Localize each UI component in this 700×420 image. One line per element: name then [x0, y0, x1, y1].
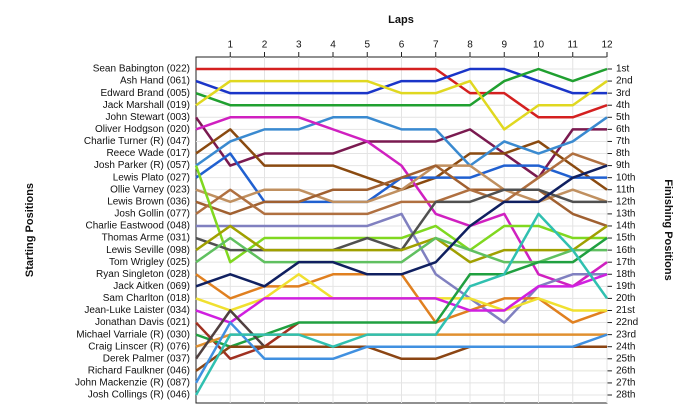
driver-label: Craig Linscer (R) (076)	[88, 341, 190, 352]
y2-tick-label: 1st	[616, 64, 630, 75]
driver-label: Lewis Seville (098)	[106, 245, 190, 256]
driver-label: Edward Brand (005)	[101, 88, 191, 99]
y2-tick-label: 19th	[616, 281, 635, 292]
y-axis-title: Starting Positions	[24, 183, 36, 277]
y2-tick-label: 3rd	[616, 88, 630, 99]
driver-line	[196, 67, 608, 119]
x-tick-label: 1	[227, 40, 233, 51]
driver-label: Ollie Varney (023)	[110, 184, 190, 195]
driver-line	[194, 165, 607, 264]
y2-tick-label: 27th	[616, 378, 635, 389]
driver-label: Jonathan Davis (021)	[95, 317, 190, 328]
driver-label: John Mackenzie (R) (087)	[75, 378, 190, 389]
x-tick-label: 7	[433, 40, 439, 51]
y2-tick-label: 9th	[616, 160, 630, 171]
x-tick-label: 10	[533, 40, 545, 51]
driver-label: Charlie Turner (R) (047)	[84, 136, 190, 147]
driver-line	[194, 321, 608, 384]
y2-tick-label: 28th	[616, 390, 635, 401]
y2-tick-label: 22nd	[616, 317, 638, 328]
driver-label: Tom Wrigley (025)	[109, 257, 190, 268]
driver-label: Michael Varriale (R) (030)	[76, 329, 190, 340]
x-tick-label: 2	[262, 40, 268, 51]
y2-tick-label: 6th	[616, 124, 630, 135]
driver-line	[194, 212, 609, 396]
driver-label: Reece Wade (017)	[106, 148, 190, 159]
y2-tick-label: 17th	[616, 257, 635, 268]
driver-label: Charlie Eastwood (048)	[86, 221, 191, 232]
driver-label: Jack Aitken (069)	[113, 281, 190, 292]
x-tick-label: 3	[296, 40, 302, 51]
driver-label: Lewis Plato (027)	[113, 172, 190, 183]
x-tick-label: 12	[601, 40, 613, 51]
driver-label: Sean Babington (022)	[93, 64, 190, 75]
y2-tick-label: 8th	[616, 148, 630, 159]
y2-tick-label: 20th	[616, 293, 635, 304]
driver-label: Josh Parker (R) (057)	[94, 160, 190, 171]
x-tick-label: 4	[330, 40, 336, 51]
y2-axis-title: Finishing Positions	[662, 179, 674, 280]
y2-tick-label: 2nd	[616, 76, 633, 87]
driver-line	[195, 152, 608, 216]
driver-label: Josh Gollin (077)	[114, 209, 190, 220]
driver-label: Thomas Arme (031)	[102, 233, 190, 244]
y2-tick-label: 7th	[616, 136, 630, 147]
driver-line	[195, 116, 608, 167]
driver-line	[195, 79, 608, 131]
driver-label: Ash Hand (061)	[120, 76, 190, 87]
driver-label: Jean-Luke Laister (034)	[84, 305, 190, 316]
x-tick-label: 6	[399, 40, 405, 51]
x-tick-label: 5	[364, 40, 370, 51]
driver-line	[195, 67, 607, 95]
driver-line	[195, 164, 608, 288]
y2-tick-label: 4th	[616, 100, 630, 111]
x-tick-label: 9	[501, 40, 507, 51]
y2-tick-label: 13th	[616, 209, 635, 220]
y2-tick-label: 12th	[616, 196, 635, 207]
x-tick-label: 8	[467, 40, 473, 51]
y2-tick-label: 18th	[616, 269, 635, 280]
driver-label: Josh Collings (R) (046)	[88, 390, 190, 401]
y2-tick-label: 26th	[616, 365, 635, 376]
y2-tick-label: 5th	[616, 112, 630, 123]
y2-tick-label: 25th	[616, 353, 635, 364]
y2-tick-label: 24th	[616, 341, 635, 352]
driver-label: John Stewart (003)	[106, 112, 191, 123]
driver-line	[195, 67, 608, 107]
y2-tick-label: 14th	[616, 221, 635, 232]
driver-label: Oliver Hodgson (020)	[95, 124, 190, 135]
x-tick-label: 11	[568, 40, 579, 51]
driver-label: Lewis Brown (036)	[107, 196, 190, 207]
y2-tick-label: 23rd	[616, 329, 636, 340]
y2-tick-label: 10th	[616, 172, 635, 183]
y2-tick-label: 21st	[616, 305, 635, 316]
driver-label: Jack Marshall (019)	[103, 100, 190, 111]
driver-line	[195, 224, 608, 264]
driver-label: Ryan Singleton (028)	[96, 269, 190, 280]
y2-tick-label: 16th	[616, 245, 635, 256]
driver-label: Richard Faulkner (046)	[88, 365, 190, 376]
y2-tick-label: 15th	[616, 233, 635, 244]
y2-tick-label: 11th	[616, 184, 635, 195]
driver-label: Sam Charlton (018)	[103, 293, 190, 304]
driver-label: Derek Palmer (037)	[103, 353, 190, 364]
driver-line	[195, 273, 608, 324]
chart-title: Laps	[388, 14, 414, 26]
driver-line	[195, 116, 608, 288]
